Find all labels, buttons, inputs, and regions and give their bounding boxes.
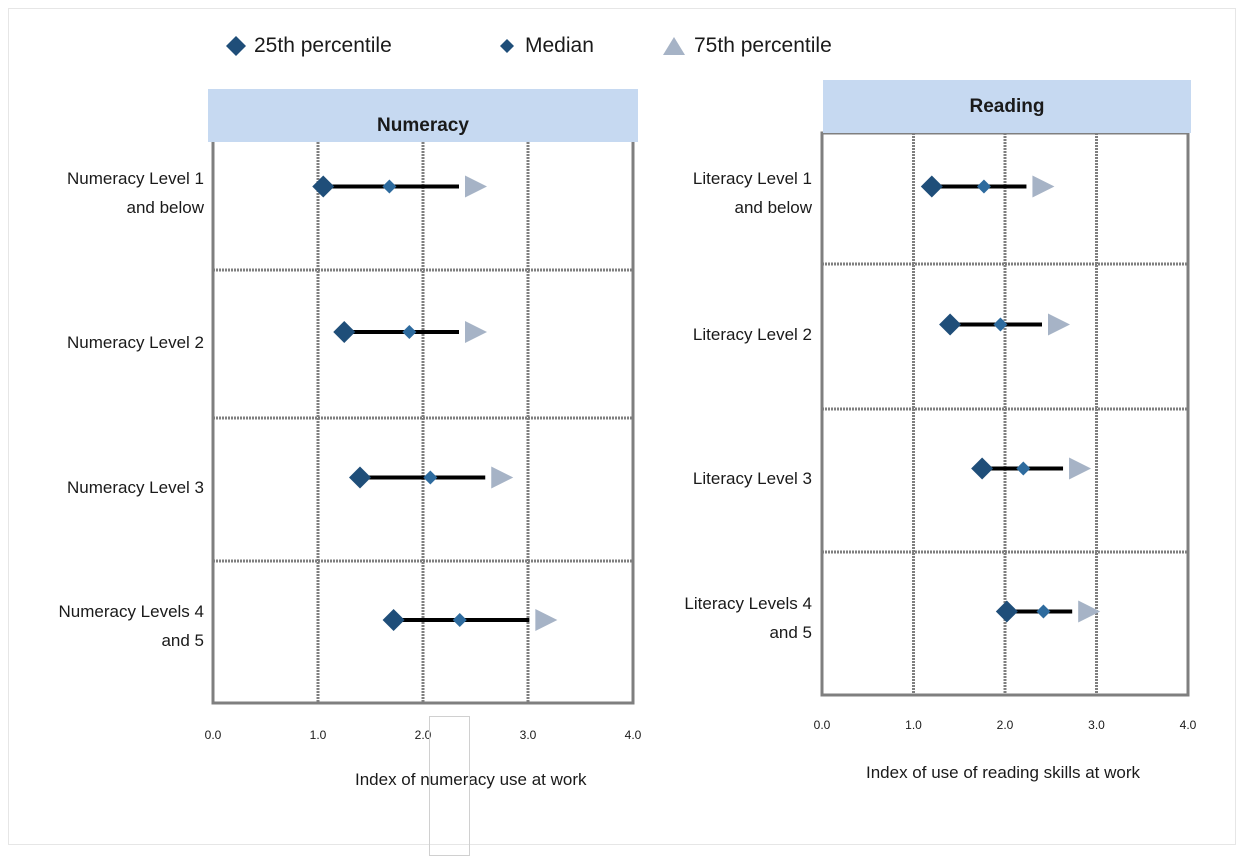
category-label-line: Numeracy Levels 4 [58,602,204,621]
x-tick-label: 0.0 [204,728,222,742]
median-diamond-marker [382,179,397,194]
median-diamond-marker [402,325,417,339]
panel-title-numeracy: Numeracy [208,89,638,142]
legend-item-p75: 75th percentile [660,30,832,62]
x-tick-label: 3.0 [519,728,537,742]
x-tick-label: 3.0 [1088,718,1105,732]
category-label-line: Numeracy Level 3 [66,478,204,497]
legend-label-p75: 75th percentile [694,34,832,57]
category-label: Numeracy Level 3 [4,473,204,502]
median-diamond-icon [500,39,514,53]
x-tick-label: 4.0 [624,728,642,742]
p75-triangle-marker [1069,457,1092,480]
figure-frame [8,8,1236,845]
median-diamond-marker [452,613,467,627]
category-label-line: Literacy Levels 4 [684,594,812,613]
category-label: Literacy Levels 4 and 5 [612,589,812,647]
x-axis-title-reading: Index of use of reading skills at work [866,763,1141,782]
median-diamond-marker [423,470,438,485]
p25-diamond-marker [333,321,356,343]
p25-diamond-marker [939,313,962,336]
p75-triangle-marker [465,321,487,343]
legend-item-p25: 25th percentile [224,30,392,62]
x-tick-label: 2.0 [996,718,1014,732]
category-label-line: Numeracy Level 2 [66,333,204,352]
category-label: Literacy Level 1 and below [612,164,812,222]
panel-title-reading: Reading [823,80,1191,133]
p25-diamond-marker [920,175,943,198]
p25-diamond-marker [312,175,335,198]
p75-triangle-marker [1048,313,1071,336]
category-label: Numeracy Level 1 and below [4,164,204,222]
median-diamond-marker [976,179,991,194]
legend-item-median: Median [495,30,594,62]
category-label-line: Numeracy Level 1 [66,169,204,188]
x-axis-title-numeracy: Index of numeracy use at work [355,770,587,789]
category-label-line: and below [126,198,204,217]
median-diamond-marker [1036,604,1051,619]
median-diamond-marker [1016,461,1031,476]
p75-triangle-marker [1078,600,1101,623]
x-tick-label: 2.0 [414,728,432,742]
p25-diamond-icon [226,36,246,56]
p75-triangle-marker [491,466,514,489]
category-label-line: and below [734,198,812,217]
p25-diamond-marker [382,609,405,631]
category-label: Literacy Level 3 [612,464,812,493]
p25-diamond-marker [971,457,994,480]
x-tick-label: 1.0 [309,728,327,742]
category-label-line: and 5 [161,631,204,650]
x-tick-label: 4.0 [1179,718,1197,732]
median-diamond-marker [993,317,1008,332]
category-label: Numeracy Levels 4 and 5 [4,597,204,655]
category-label: Numeracy Level 2 [4,328,204,357]
p75-triangle-marker [535,609,558,631]
category-label-line: and 5 [769,623,812,642]
category-label: Literacy Level 2 [612,320,812,349]
x-tick-label: 0.0 [813,718,831,732]
category-label-line: Literacy Level 3 [692,469,812,488]
p25-diamond-marker [995,600,1018,623]
p75-triangle-icon [663,37,685,55]
overlay-box [429,716,470,856]
x-tick-label: 1.0 [905,718,922,732]
category-label-line: Literacy Level 2 [692,325,812,344]
p75-triangle-marker [1032,175,1055,198]
legend-label-median: Median [525,34,594,57]
p75-triangle-marker [465,175,487,198]
legend-label-p25: 25th percentile [254,34,392,57]
category-label-line: Literacy Level 1 [692,169,812,188]
p25-diamond-marker [349,466,371,489]
